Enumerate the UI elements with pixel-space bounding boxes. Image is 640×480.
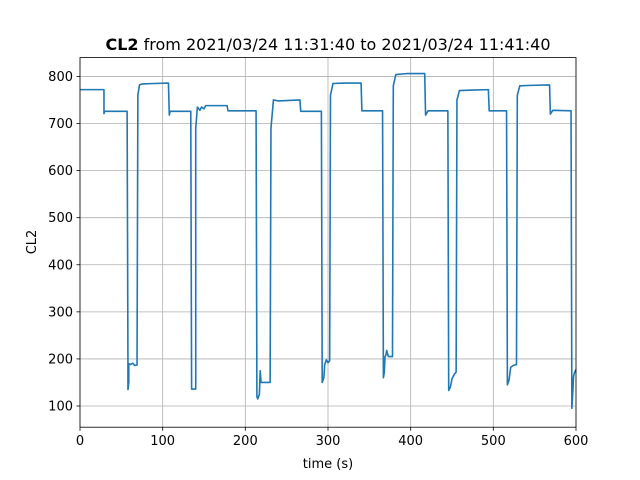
- y-axis-label: CL2: [25, 230, 40, 255]
- y-tick-label: 500: [48, 211, 73, 226]
- chart-title-bold: CL2: [105, 35, 138, 54]
- grid-lines: [79, 57, 577, 428]
- y-tick-label: 600: [48, 164, 73, 179]
- x-tick-label: 0: [76, 434, 84, 449]
- x-tick-label: 500: [481, 434, 506, 449]
- y-tick-label: 400: [48, 258, 73, 273]
- x-tick-label: 300: [316, 434, 341, 449]
- y-tick-label: 300: [48, 305, 73, 320]
- chart-title-rest: from 2021/03/24 11:31:40 to 2021/03/24 1…: [139, 35, 551, 54]
- series-line: [80, 72, 577, 410]
- y-tick-label: 200: [48, 352, 73, 367]
- x-axis-label: time (s): [303, 457, 353, 472]
- y-axis-ticks: 100 200 300 400 500 600 700 800: [48, 70, 80, 415]
- x-tick-label: 600: [564, 434, 589, 449]
- series-layer: [80, 72, 577, 410]
- y-tick-label: 800: [48, 70, 73, 85]
- chart-title: CL2 from 2021/03/24 11:31:40 to 2021/03/…: [105, 35, 550, 54]
- x-tick-label: 100: [150, 434, 175, 449]
- y-tick-label: 100: [48, 400, 73, 415]
- x-tick-label: 200: [233, 434, 258, 449]
- x-axis-ticks: 0 100 200 300 400 500 600: [76, 427, 589, 449]
- y-tick-label: 700: [48, 117, 73, 132]
- x-tick-label: 400: [398, 434, 423, 449]
